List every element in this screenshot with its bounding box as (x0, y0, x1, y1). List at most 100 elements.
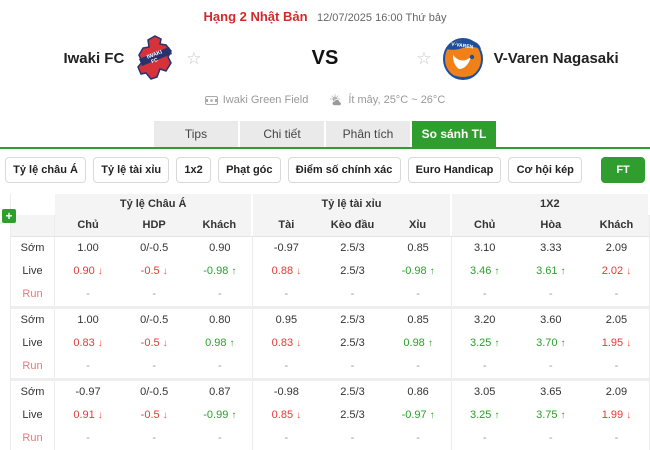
odds-cell: 2.09 (584, 237, 650, 260)
period-ft-button[interactable]: FT (601, 157, 646, 183)
odds-cell: - (86, 288, 90, 300)
tab-so-sanh-tl[interactable]: So sánh TL (412, 121, 496, 147)
odds-cell: -0.99 ↑ (187, 404, 254, 427)
trend-down-icon: ↓ (97, 338, 103, 349)
trend-up-icon: ↑ (494, 338, 500, 349)
odds-cell: - (584, 283, 650, 306)
odds-cell: 1.00 (77, 314, 99, 326)
trend-up-icon: ↑ (560, 338, 566, 349)
tab-chi-tiet[interactable]: Chi tiết (240, 121, 324, 147)
odds-cell: 2.5/3 (340, 409, 365, 421)
main-tabs: Tips Chi tiết Phân tích So sánh TL (0, 121, 650, 147)
odds-cell: 2.5/3 (340, 242, 365, 254)
add-bookmaker-button[interactable]: + (2, 209, 16, 223)
row-label-live: Live (11, 404, 55, 427)
odds-cell: - (482, 360, 487, 372)
odds-row-run: Run - - - - - - - - - (11, 283, 650, 306)
odds-cell: 0/-0.5 (140, 386, 169, 398)
odds-cell: -0.98 ↑ (386, 260, 452, 283)
svg-text:IWAKI: IWAKI (146, 49, 163, 60)
away-team: ☆ V·VAREN V-Varen Nagasaki (385, 35, 650, 81)
match-teams-row: Iwaki FC IWAKI FC ☆ VS ☆ (0, 31, 650, 85)
odds-cell: 2.02 ↓ (584, 260, 650, 283)
odds-cell: 0.87 (187, 381, 254, 404)
away-team-logo: V·VAREN (441, 35, 485, 81)
trend-up-icon: ↑ (429, 410, 435, 421)
col-header-chu-0: Chủ (55, 215, 122, 236)
odds-cell: - (584, 355, 650, 378)
odds-cell: 0.90 ↓ (73, 265, 103, 277)
odds-cell: 3.25 ↑ (470, 409, 500, 421)
filter-diem-so-chinh-xac[interactable]: Điểm số chính xác (287, 157, 401, 183)
tab-phan-tich[interactable]: Phân tích (326, 121, 410, 147)
odds-cell: 0.83 ↓ (73, 337, 103, 349)
odds-cell: 3.25 ↑ (470, 337, 500, 349)
filter-co-hoi-kep[interactable]: Cơ hội kép (508, 157, 583, 183)
trend-down-icon: ↓ (97, 266, 103, 277)
away-favorite-star-icon[interactable]: ☆ (416, 48, 432, 68)
col-header-hdp-1: HDP (121, 215, 188, 236)
trend-up-icon: ↑ (494, 266, 500, 277)
filter-ty-le-chau-a[interactable]: Tỷ lệ châu Á (5, 157, 87, 183)
odds-row-early: Sớm -0.97 0/-0.5 0.87 -0.98 2.5/3 0.86 3.05 3.65… (11, 381, 650, 404)
stadium-icon (204, 94, 218, 107)
odds-cell: 2.05 (584, 309, 650, 332)
odds-cell: -0.5 ↓ (140, 265, 168, 277)
row-label-early: Sớm (11, 309, 55, 332)
odds-market-filters: Tỷ lệ châu Á Tỷ lệ tài xỉu 1x2 Phạt góc Điểm… (0, 149, 650, 190)
odds-cell: -0.5 ↓ (140, 337, 168, 349)
row-label-run: Run (11, 427, 55, 450)
odds-cell: 0.95 (275, 314, 298, 326)
col-header-khach-8: Khách (583, 215, 650, 236)
bookmaker-group-2: Sớm 1.00 0/-0.5 0.80 0.95 2.5/3 0.85 3.20 3.60 2.… (11, 306, 650, 378)
away-team-name[interactable]: V-Varen Nagasaki (493, 49, 619, 67)
odds-cell: - (284, 432, 289, 444)
odds-cell: - (187, 355, 254, 378)
odds-cell: 0.91 ↓ (73, 409, 103, 421)
trend-down-icon: ↓ (162, 410, 168, 421)
weather-partly-cloudy-icon (330, 93, 343, 107)
trend-down-icon: ↓ (162, 338, 168, 349)
odds-cell: - (482, 288, 487, 300)
odds-cell: 0.83 ↓ (271, 337, 302, 349)
odds-cell: 3.33 (540, 242, 562, 254)
odds-cell: - (350, 288, 355, 300)
weather-text: Ít mây, 25°C ~ 26°C (348, 94, 446, 106)
odds-cell: 3.65 (540, 386, 562, 398)
bookmaker-group-3: Sớm -0.97 0/-0.5 0.87 -0.98 2.5/3 0.86 3.05 3.65… (11, 378, 650, 450)
odds-cell: - (548, 432, 553, 444)
odds-cell: -0.97 ↑ (386, 404, 452, 427)
odds-cell: 0.80 (187, 309, 254, 332)
odds-row-run: Run - - - - - - - - - (11, 427, 650, 450)
odds-cell: -0.97 (75, 386, 101, 398)
vs-label: VS (311, 46, 339, 69)
odds-cell: 2.5/3 (340, 265, 365, 277)
filter-euro-handicap[interactable]: Euro Handicap (407, 157, 502, 183)
odds-cell: 0.98 ↑ (386, 332, 452, 355)
trend-down-icon: ↓ (97, 410, 103, 421)
odds-cell: -0.5 ↓ (140, 409, 168, 421)
odds-cell: 0.85 (386, 237, 452, 260)
odds-cell: 3.10 (474, 242, 496, 254)
filter-1x2[interactable]: 1x2 (176, 157, 211, 183)
tab-tips[interactable]: Tips (154, 121, 238, 147)
col-header-khach-2: Khách (187, 215, 254, 236)
odds-cell: 3.20 (474, 314, 496, 326)
odds-table-section: + Tỷ lệ Châu Á Tỷ lệ tài xỉu 1X2 Chủ HDP Khác… (0, 194, 650, 450)
odds-cell: 0/-0.5 (140, 314, 169, 326)
league-name[interactable]: Hạng 2 Nhật Bản (203, 9, 308, 24)
row-label-early: Sớm (11, 381, 55, 404)
odds-cell: - (350, 360, 355, 372)
home-favorite-star-icon[interactable]: ☆ (186, 48, 202, 68)
col-header-hoa-7: Hòa (517, 215, 584, 236)
group-header-1x2: 1X2 (451, 194, 650, 215)
filter-phat-goc[interactable]: Phạt góc (217, 157, 281, 183)
home-team-name[interactable]: Iwaki FC (63, 49, 125, 67)
row-label-spacer (11, 215, 55, 236)
trend-down-icon: ↓ (626, 338, 632, 349)
trend-up-icon: ↑ (494, 410, 500, 421)
odds-cell: 3.60 (540, 314, 562, 326)
venue-weather-row: Iwaki Green Field Ít mây, 25°C ~ 26°C (0, 91, 650, 109)
filter-ty-le-tai-xiu[interactable]: Tỷ lệ tài xỉu (93, 157, 170, 183)
odds-row-early: Sớm 1.00 0/-0.5 0.80 0.95 2.5/3 0.85 3.20 3.60 2.… (11, 309, 650, 332)
